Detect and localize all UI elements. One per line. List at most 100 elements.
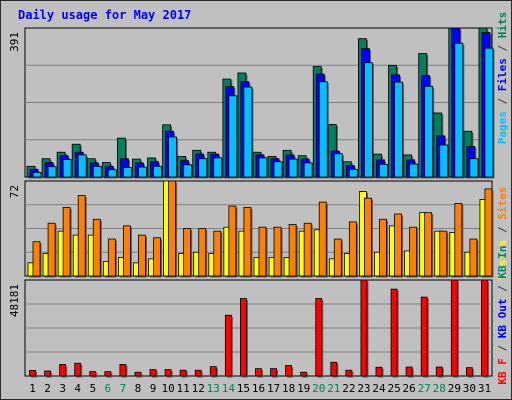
kbin-kbout-kbf-bar-kb-f-day-17 [270, 368, 277, 377]
kbin-kbout-kbf-bar-kb-f-day-16 [255, 368, 262, 377]
visits-sites-bar-sites-day-10 [168, 180, 176, 277]
kbin-kbout-kbf-bar-kb-f-day-21 [330, 361, 338, 377]
day-label-24: 24 [372, 382, 386, 395]
hits-files-pages-bar-pages-day-1 [32, 172, 42, 178]
hits-files-pages-bar-pages-day-6 [107, 169, 117, 178]
hits-files-pages-bar-pages-day-2 [47, 166, 57, 178]
visits-sites-bar-sites-day-3 [62, 206, 71, 277]
hits-files-pages-bar-pages-day-21 [333, 153, 343, 178]
day-label-15: 15 [237, 382, 250, 395]
visits-sites-bar-sites-day-21 [333, 238, 342, 277]
hits-files-pages-bar-pages-day-18 [288, 158, 298, 178]
visits-sites-bar-sites-day-13 [213, 230, 222, 277]
kbin-kbout-kbf-bar-kb-f-day-8 [134, 371, 142, 377]
kbin-kbout-kbf-bar-kb-f-day-22 [345, 369, 353, 377]
kbin-kbout-kbf-bar-kb-f-day-2 [44, 370, 51, 377]
kbin-kbout-kbf-bar-kb-f-day-10 [164, 369, 172, 377]
day-label-18: 18 [282, 382, 295, 395]
kbin-kbout-kbf-bar-kb-f-day-4 [74, 362, 82, 377]
hits-files-pages-axis-label-part: Hits [496, 12, 509, 39]
day-label-11: 11 [177, 382, 190, 395]
hits-files-pages-bar-pages-day-28 [439, 144, 449, 178]
kbin-kbout-kbf-bar-kb-f-day-9 [149, 369, 157, 377]
kbin-kbout-kbf-axis-label-part: / [496, 338, 509, 358]
kbin-kbout-kbf-bar-kb-f-day-1 [29, 370, 36, 377]
visits-sites-bar-sites-day-2 [47, 222, 56, 277]
visits-sites-bar-sites-day-17 [273, 226, 282, 277]
visits-sites-bar-sites-day-14 [228, 205, 237, 277]
hits-files-pages-bar-pages-day-26 [409, 163, 419, 178]
hits-files-pages-bar-pages-day-13 [213, 157, 223, 178]
visits-sites-bar-sites-day-5 [92, 218, 101, 277]
kbin-kbout-kbf-bar-kb-f-day-12 [194, 369, 202, 377]
day-label-19: 19 [297, 382, 310, 395]
visits-sites-max-label: 72 [8, 185, 21, 198]
visits-sites-axis-label-part: Sites [496, 187, 509, 220]
visits-sites-bar-sites-day-11 [183, 228, 192, 277]
kbin-kbout-kbf-bar-kb-f-day-29 [450, 279, 458, 377]
chart-panels: 391 Pages / Files / Hits 72 Visits / Sites 4… [8, 12, 509, 385]
day-label-20: 20 [312, 382, 325, 395]
day-label-3: 3 [59, 382, 66, 395]
hits-files-pages-bar-pages-day-3 [62, 159, 72, 178]
hits-files-pages-bar-pages-day-22 [348, 168, 358, 178]
visits-sites-bar-sites-day-12 [198, 228, 207, 277]
visits-sites-axis-label-part: / [496, 220, 509, 240]
hits-files-pages-bar-pages-day-24 [379, 164, 388, 178]
visits-sites-bar-sites-day-1 [32, 241, 41, 277]
hits-files-pages-bar-pages-day-27 [424, 85, 434, 178]
kbin-kbout-kbf-axis-label-part: KB F [496, 358, 509, 385]
visits-sites-bar-sites-day-29 [454, 203, 463, 277]
day-label-14: 14 [222, 382, 236, 395]
day-label-23: 23 [357, 382, 370, 395]
kbin-kbout-kbf-bar-kb-f-day-3 [59, 364, 67, 377]
hits-files-pages-bar-pages-day-9 [153, 165, 162, 178]
kbin-kbout-kbf-axis-label-part: KB Out [496, 298, 509, 338]
hits-files-pages-bar-pages-day-19 [303, 162, 313, 178]
day-label-7: 7 [120, 382, 127, 395]
visits-sites-bar-sites-day-30 [469, 238, 478, 277]
hits-files-pages-bar-pages-day-10 [168, 136, 177, 178]
kbin-kbout-kbf-bar-kb-f-day-6 [104, 371, 112, 377]
day-label-13: 13 [207, 382, 220, 395]
day-label-10: 10 [161, 382, 174, 395]
kbin-kbout-kbf-bar-kb-f-day-14 [224, 314, 232, 377]
kbin-kbout-kbf-bar-kb-f-day-20 [315, 298, 323, 377]
visits-sites-bar-sites-day-20 [318, 201, 327, 277]
kbin-kbout-kbf-bar-kb-f-day-19 [300, 371, 308, 377]
hits-files-pages-bar-pages-day-31 [484, 47, 494, 178]
kbin-kbout-kbf-axis-label: KB F / KB Out / KB In [496, 245, 509, 384]
kbin-kbout-kbf-axis-label-part: / [496, 279, 509, 299]
visits-sites-bar-sites-day-8 [138, 234, 146, 277]
hits-files-pages-bar-pages-day-23 [364, 62, 373, 178]
hits-files-pages-max-label: 391 [8, 32, 21, 52]
kbin-kbout-kbf-bar-kb-f-day-5 [89, 371, 97, 377]
day-label-17: 17 [267, 382, 280, 395]
hits-files-pages-bar-pages-day-5 [92, 165, 102, 178]
day-label-4: 4 [74, 382, 81, 395]
kbin-kbout-kbf-bar-kb-f-day-18 [285, 365, 292, 377]
visits-sites-bar-sites-day-28 [439, 230, 448, 277]
day-label-22: 22 [342, 382, 355, 395]
visits-sites-bar-sites-day-18 [288, 224, 297, 277]
day-label-6: 6 [105, 382, 112, 395]
visits-sites-bar-sites-day-22 [348, 221, 357, 277]
day-label-28: 28 [433, 382, 446, 395]
kbin-kbout-kbf-bar-kb-f-day-11 [179, 369, 187, 377]
kbin-kbout-kbf-bar-kb-f-day-23 [360, 279, 368, 377]
hits-files-pages-bar-pages-day-8 [138, 166, 147, 178]
visits-sites-bar-sites-day-19 [303, 222, 312, 277]
visits-sites-bar-sites-day-25 [394, 213, 402, 277]
day-label-21: 21 [327, 382, 340, 395]
day-label-9: 9 [150, 382, 157, 395]
hits-files-pages-bar-pages-day-16 [258, 157, 268, 178]
day-label-27: 27 [418, 382, 431, 395]
hits-files-pages-bar-pages-day-17 [273, 161, 283, 178]
kbin-kbout-kbf-bar-kb-f-day-25 [390, 288, 398, 377]
visits-sites-bar-sites-day-31 [484, 188, 493, 277]
hits-files-pages-bar-pages-day-29 [454, 42, 464, 178]
kbin-kbout-kbf-bar-kb-f-day-28 [435, 366, 443, 377]
visits-sites-bar-sites-day-7 [122, 225, 131, 277]
hits-files-pages-bar-pages-day-4 [77, 154, 87, 178]
